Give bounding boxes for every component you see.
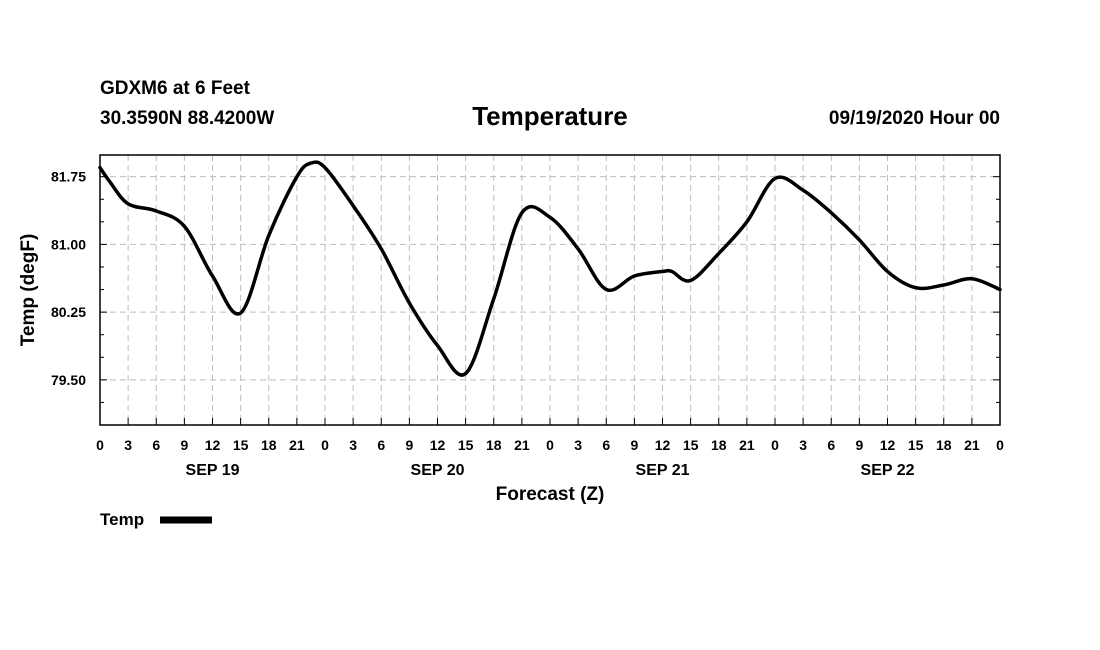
station-label: GDXM6 at 6 Feet	[100, 78, 251, 99]
x-tick-label: 12	[430, 437, 446, 453]
x-tick-label: 9	[630, 437, 638, 453]
day-label: SEP 21	[636, 462, 690, 479]
y-tick-label: 79.50	[51, 372, 86, 388]
x-tick-label: 18	[711, 437, 727, 453]
x-tick-label: 21	[964, 437, 980, 453]
x-tick-label: 6	[152, 437, 160, 453]
x-tick-label: 6	[602, 437, 610, 453]
x-tick-label: 3	[799, 437, 807, 453]
day-label: SEP 19	[186, 462, 240, 479]
x-tick-label: 0	[996, 437, 1004, 453]
x-tick-label: 0	[546, 437, 554, 453]
x-tick-label: 15	[458, 437, 474, 453]
x-tick-label: 9	[405, 437, 413, 453]
chart-title: Temperature	[472, 101, 628, 131]
grid-lines	[100, 155, 1000, 425]
x-tick-label: 15	[233, 437, 249, 453]
x-tick-label: 12	[655, 437, 671, 453]
x-tick-label: 15	[908, 437, 924, 453]
x-tick-label: 18	[936, 437, 952, 453]
x-tick-label: 3	[349, 437, 357, 453]
x-tick-label: 0	[771, 437, 779, 453]
y-axis-title: Temp (degF)	[18, 234, 39, 347]
y-tick-label: 81.75	[51, 169, 86, 185]
day-label: SEP 20	[411, 462, 465, 479]
x-tick-label: 6	[377, 437, 385, 453]
legend: Temp	[100, 510, 212, 529]
x-tick-label: 0	[96, 437, 104, 453]
coords-label: 30.3590N 88.4200W	[100, 108, 274, 129]
x-tick-label: 3	[574, 437, 582, 453]
x-tick-label: 21	[514, 437, 530, 453]
x-tick-label: 3	[124, 437, 132, 453]
x-axis-title: Forecast (Z)	[496, 484, 605, 505]
datetime-label: 09/19/2020 Hour 00	[829, 108, 1000, 129]
day-label: SEP 22	[861, 462, 915, 479]
x-tick-label: 6	[827, 437, 835, 453]
x-tick-label: 9	[180, 437, 188, 453]
axis-ticks	[99, 176, 1001, 426]
legend-label: Temp	[100, 510, 144, 529]
x-tick-label: 9	[855, 437, 863, 453]
x-tick-label: 0	[321, 437, 329, 453]
x-tick-labels: 0 3 6 9 12 15 18 21 0 3 6 9 12 15 18 21 0 3 6 9 12 15 18 21 0 3 6 9…	[96, 437, 1004, 453]
y-tick-labels: 79.50 80.25 81.00 81.75	[51, 169, 86, 388]
x-tick-label: 12	[205, 437, 221, 453]
x-tick-label: 21	[739, 437, 755, 453]
x-tick-label: 15	[683, 437, 699, 453]
y-tick-label: 81.00	[51, 236, 86, 252]
x-tick-label: 21	[289, 437, 305, 453]
temp-series-line	[98, 160, 1002, 377]
x-tick-label: 18	[261, 437, 277, 453]
x-tick-label: 18	[486, 437, 502, 453]
day-labels: SEP 19 SEP 20 SEP 21 SEP 22	[186, 462, 915, 479]
x-tick-label: 12	[880, 437, 896, 453]
y-tick-label: 80.25	[51, 304, 86, 320]
